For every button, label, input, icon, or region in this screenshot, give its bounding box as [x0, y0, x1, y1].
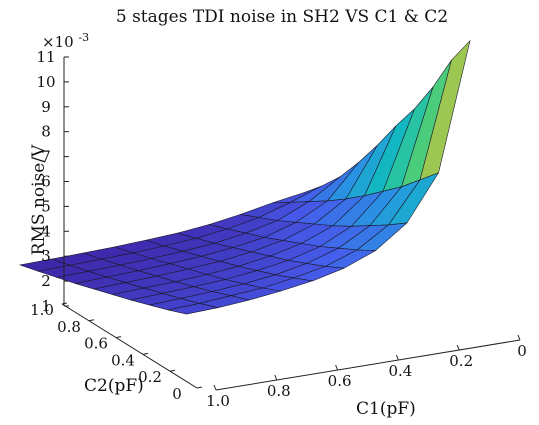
y-tick-mark	[115, 336, 122, 339]
x-axis-label: C1(pF)	[356, 399, 416, 419]
y-tick-label: 0.2	[138, 368, 162, 386]
z-tick-label: 1	[41, 297, 51, 315]
y-tick-label: 0.8	[57, 318, 81, 336]
y-axis-line	[61, 303, 198, 389]
y-axis-label: C2(pF)	[84, 376, 144, 396]
x-tick-label: 1.0	[206, 392, 230, 410]
y-tick-label: 1.0	[30, 301, 54, 319]
z-exponent-power: -3	[78, 31, 89, 44]
x-tick-label: 0.6	[328, 372, 352, 390]
z-tick-label: 4	[41, 222, 51, 240]
z-tick-label: 6	[41, 173, 51, 191]
z-tick-label: 3	[41, 247, 51, 265]
z-tick-label: 2	[41, 272, 51, 290]
y-tick-label: 0.4	[111, 351, 135, 369]
z-tick-label: 9	[41, 98, 51, 116]
y-tick-mark	[196, 386, 203, 389]
z-exponent-label: ×10 -3	[42, 31, 89, 51]
x-tick-label: 0.8	[267, 382, 291, 400]
x-tick-mark	[335, 364, 339, 371]
x-axis-line	[215, 339, 521, 391]
y-tick-mark	[142, 352, 149, 355]
x-tick-label: 0.2	[449, 352, 473, 370]
y-tick-mark	[88, 319, 95, 322]
z-tick-label: 10	[36, 73, 55, 91]
y-tick-mark	[61, 302, 68, 305]
x-tick-label: 0	[517, 342, 527, 360]
y-tick-mark	[169, 369, 176, 372]
axes: 123456789101100.20.40.60.81.01.00.80.60.…	[30, 48, 527, 410]
x-tick-label: 0.4	[388, 362, 412, 380]
chart-title: 5 stages TDI noise in SH2 VS C1 & C2	[116, 7, 448, 27]
z-tick-label: 5	[41, 197, 51, 215]
x-tick-mark	[395, 354, 399, 361]
z-tick-label: 7	[41, 148, 51, 166]
x-tick-mark	[517, 334, 521, 341]
z-tick-label: 8	[41, 123, 51, 141]
y-tick-label: 0.6	[84, 335, 108, 353]
z-tick-label: 11	[36, 48, 55, 66]
x-tick-mark	[274, 374, 278, 381]
z-axis-label: RMS noise/V	[29, 144, 49, 255]
surface-cell	[167, 303, 219, 315]
z-exponent-base: ×10	[42, 33, 74, 51]
x-tick-mark	[213, 384, 217, 391]
x-tick-mark	[456, 344, 460, 351]
surface-plot	[18, 39, 471, 315]
y-tick-label: 0	[172, 385, 182, 403]
